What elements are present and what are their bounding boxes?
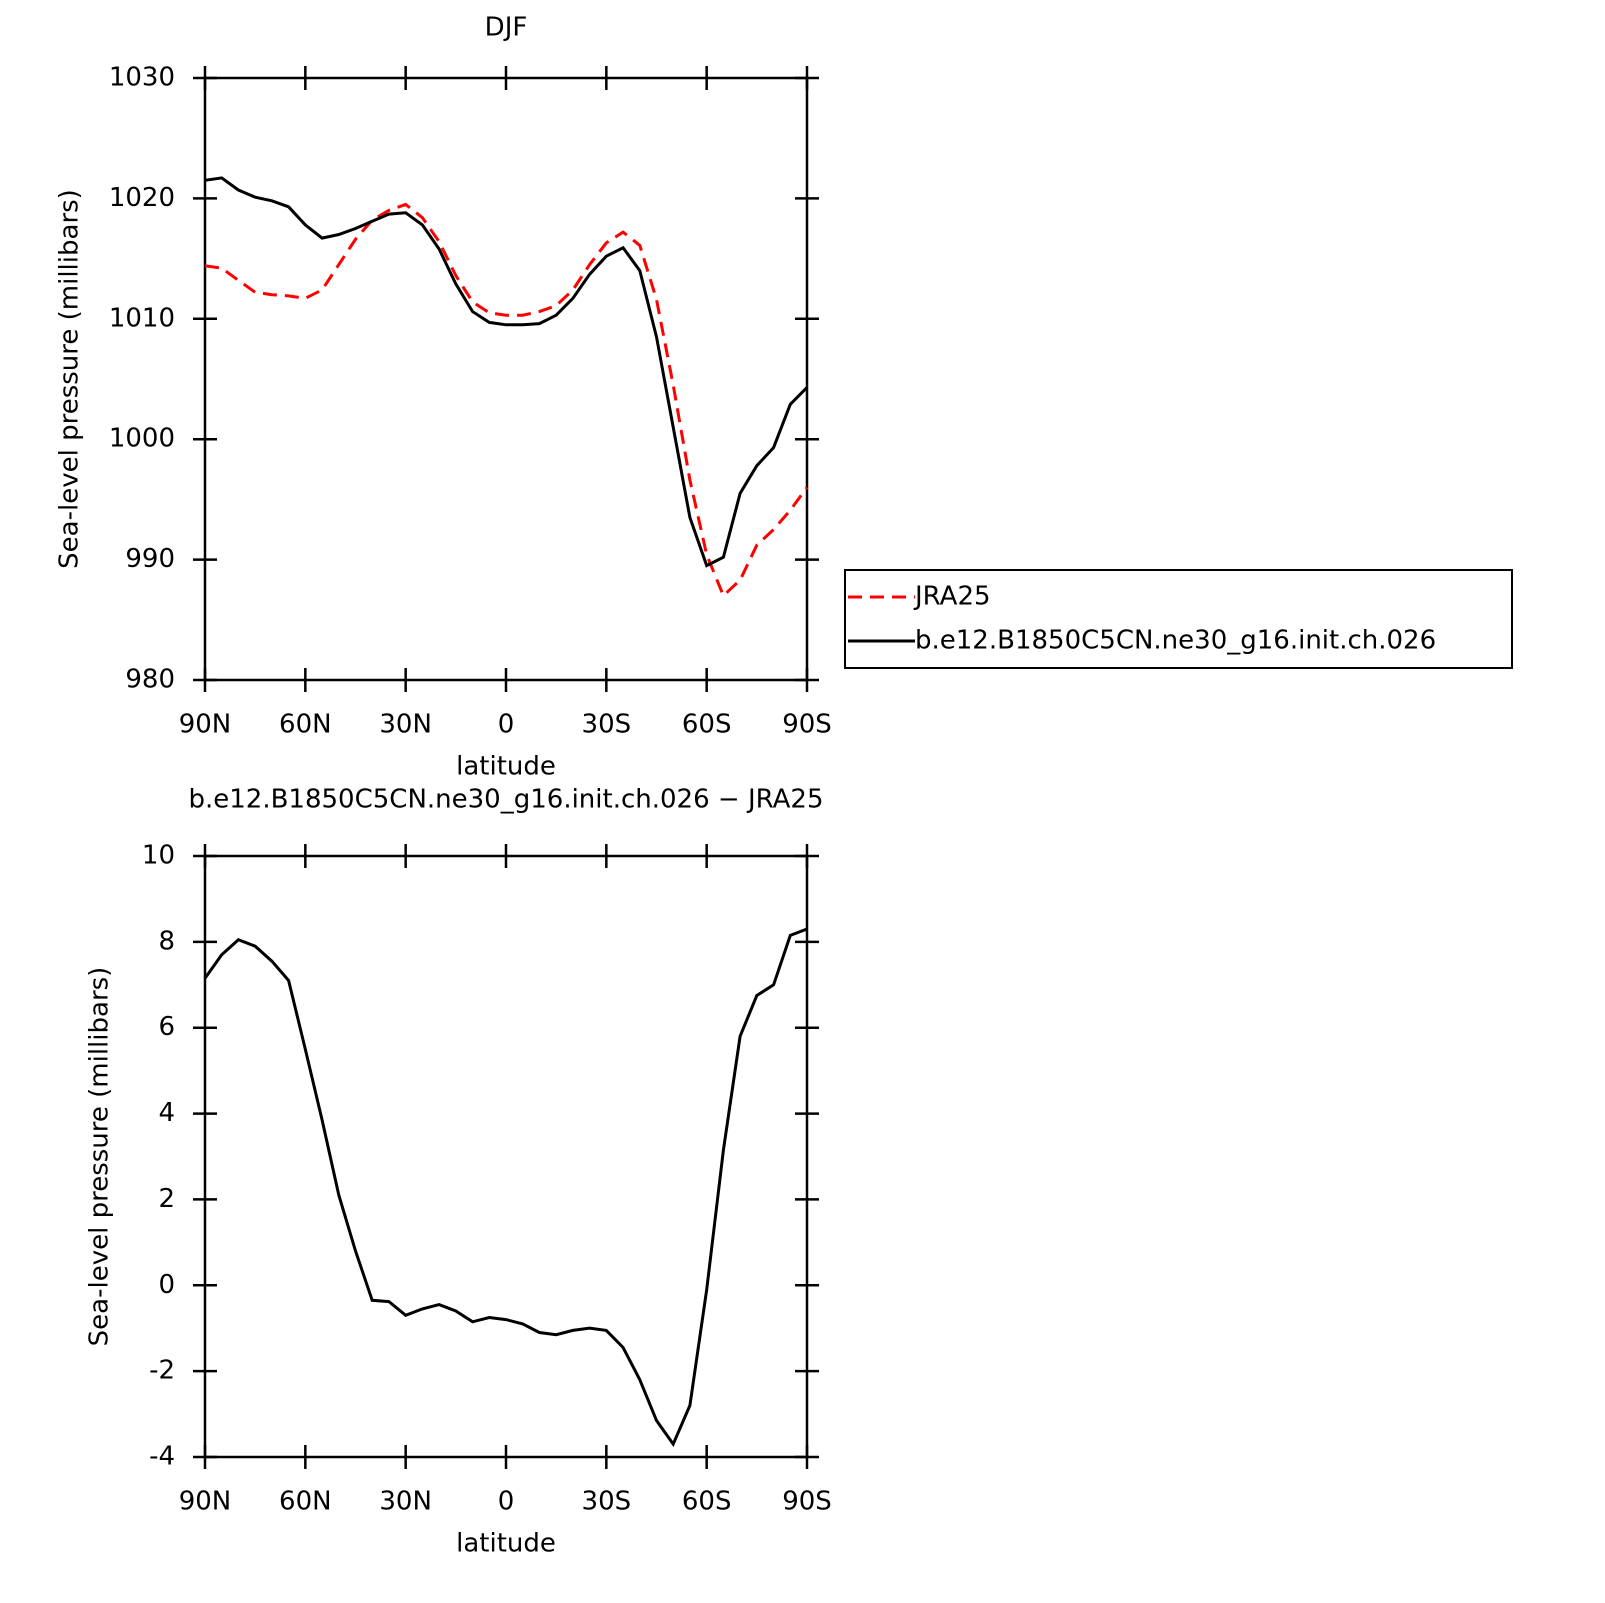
y-tick-label: 10 [142,841,175,871]
x-tick-label: 90S [782,710,832,740]
x-tick-label: 30S [582,710,632,740]
y-tick-label: -2 [149,1356,175,1386]
x-axis-label: latitude [456,1529,556,1559]
plot-frame [203,854,809,1459]
x-tick-label: 30N [379,710,432,740]
chart-title: b.e12.B1850C5CN.ne30_g16.init.ch.026 − J… [188,785,823,815]
data-line [203,927,808,1448]
y-axis-label: Sea-level pressure (millibars) [85,967,115,1347]
y-axis-label: Sea-level pressure (millibars) [55,189,85,569]
x-tick-label: 60N [279,710,332,740]
chart-title: DJF [485,13,528,43]
y-tick-label: 1030 [109,63,175,93]
y-tick-label: 4 [158,1098,175,1128]
legend-box [844,569,1513,669]
y-tick-label: 8 [158,926,175,956]
x-tick-label: 60S [682,1487,732,1517]
x-tick-label: 30S [582,1487,632,1517]
x-tick-label: 90N [179,1487,232,1517]
y-tick-label: 980 [125,665,175,695]
data-line [204,176,809,568]
y-tick-label: 0 [158,1270,175,1300]
y-tick-label: 990 [125,544,175,574]
y-tick-label: 2 [158,1184,175,1214]
legend-label: b.e12.B1850C5CN.ne30_g16.init.ch.026 [915,626,1436,656]
x-tick-label: 90N [179,710,232,740]
x-tick-label: 60N [279,1487,332,1517]
x-tick-label: 30N [379,1487,432,1517]
x-tick-label: 0 [498,710,515,740]
y-tick-label: 1010 [109,303,175,333]
y-tick-label: 6 [158,1012,175,1042]
plot-frame [203,76,809,682]
legend-label: JRA25 [913,582,991,612]
x-axis-label: latitude [456,752,556,782]
data-line [204,202,809,599]
x-tick-label: 0 [498,1487,515,1517]
y-tick-label: -4 [149,1442,175,1472]
y-tick-label: 1000 [109,424,175,454]
y-tick-label: 1020 [109,183,175,213]
x-tick-label: 60S [682,710,732,740]
x-tick-label: 90S [782,1487,832,1517]
